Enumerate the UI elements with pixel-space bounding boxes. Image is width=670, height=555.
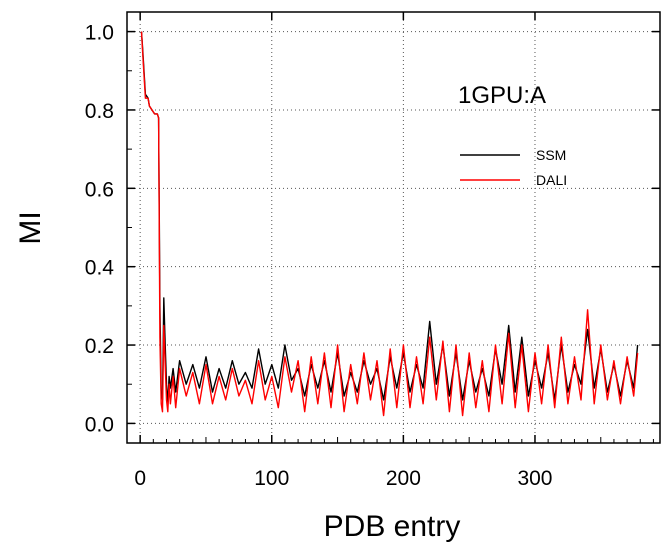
y-tick-label: 0.8 — [85, 100, 114, 123]
x-tick-label: 100 — [254, 467, 289, 490]
axis-tick-labels: 0 100 200 300 0.0 0.2 0.4 0.6 0.8 1.0 — [85, 22, 553, 490]
x-tick-label: 300 — [517, 467, 552, 490]
axis-ticks — [127, 12, 660, 443]
legend-label-ssm: SSM — [536, 147, 566, 163]
legend-label-dali: DALI — [536, 172, 567, 188]
series-line-ssm — [140, 31, 639, 405]
y-tick-label: 0.4 — [85, 257, 115, 280]
y-axis-title: MI — [14, 211, 47, 244]
x-tick-label: 200 — [386, 467, 421, 490]
x-tick-label: 0 — [134, 467, 146, 490]
y-tick-label: 0.2 — [85, 335, 114, 358]
y-tick-label: 0.6 — [85, 178, 114, 201]
legend: SSM DALI — [460, 147, 567, 188]
y-tick-label: 0.0 — [85, 413, 114, 436]
y-tick-label: 1.0 — [85, 22, 114, 45]
series-layer — [140, 31, 639, 417]
grid-lines — [127, 12, 660, 443]
chart-annotation: 1GPU:A — [458, 82, 546, 109]
series-line-dali — [140, 31, 639, 417]
x-axis-title: PDB entry — [324, 510, 461, 543]
